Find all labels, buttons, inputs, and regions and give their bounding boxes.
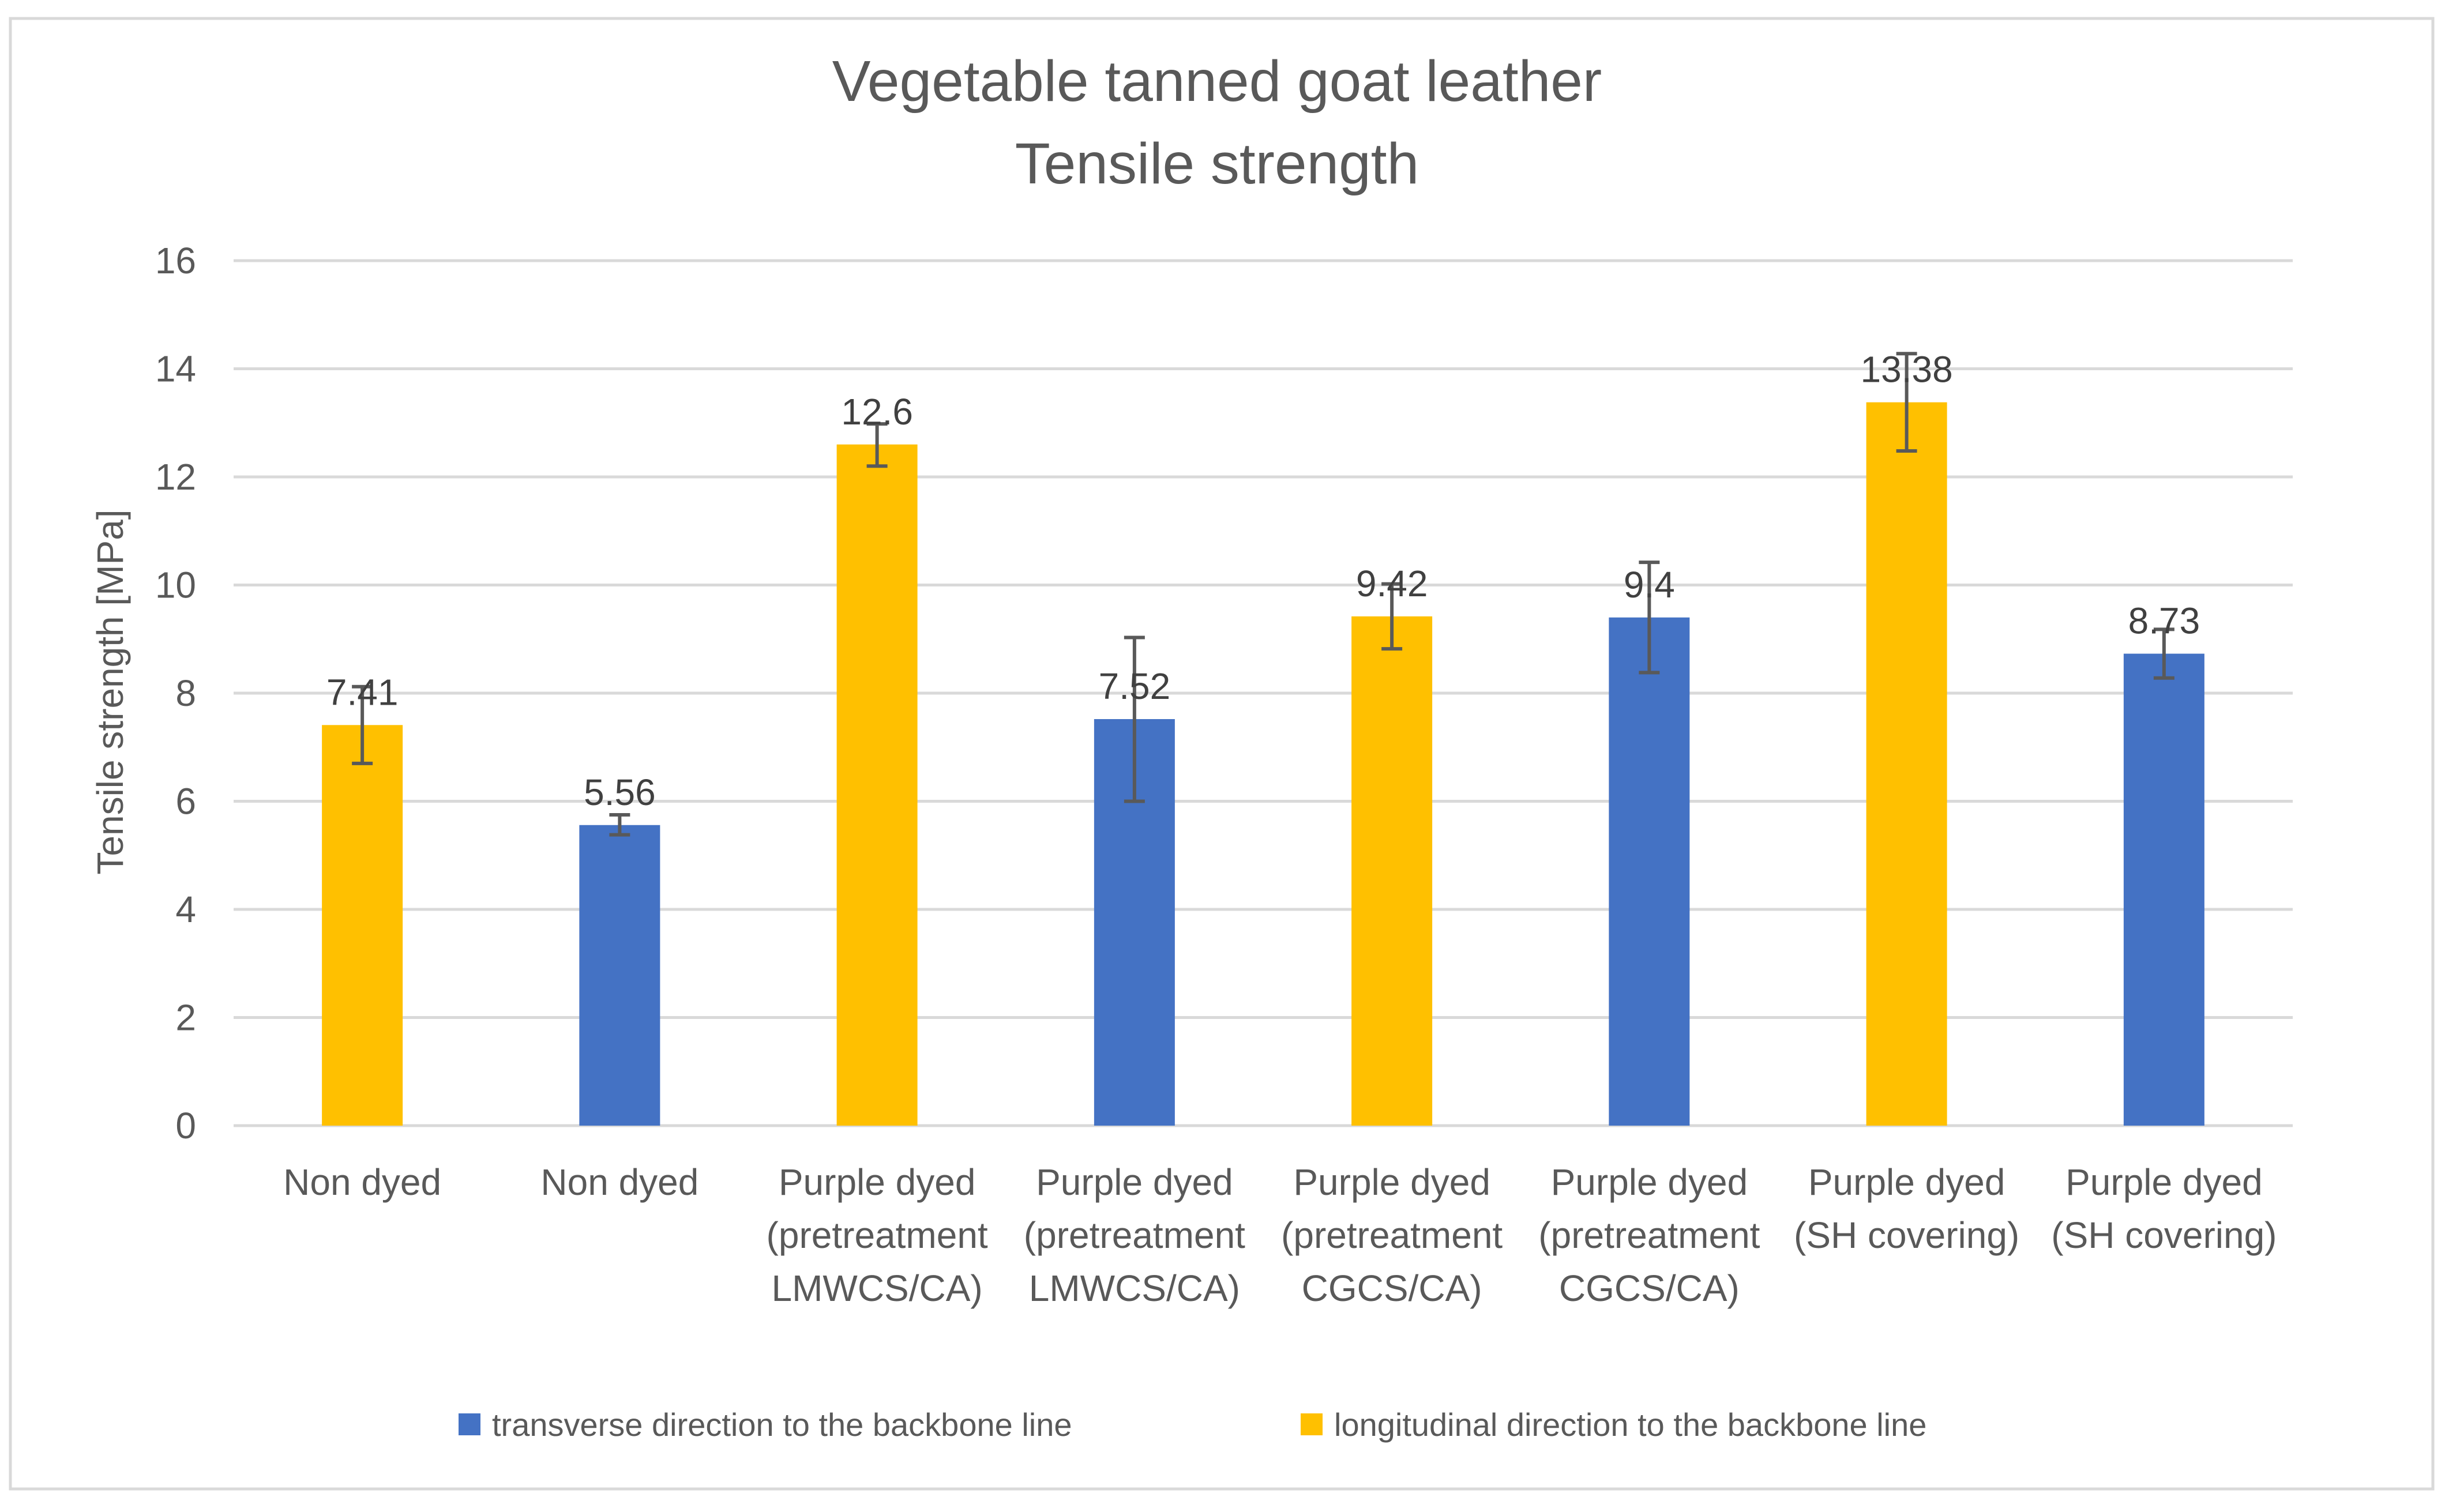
x-tick-label-line: (pretreatment	[1024, 1214, 1245, 1256]
x-tick-label-line: Purple dyed	[779, 1161, 976, 1203]
x-tick-label: Purple dyed (pretreatment CGCS/CA)	[1538, 1161, 1760, 1309]
data-label: 9.4	[1624, 564, 1675, 605]
gridlines	[234, 259, 2293, 1127]
chart-subtitle: Tensile strength	[1015, 131, 1419, 196]
y-tick-label: 14	[155, 348, 196, 390]
x-tick-label-line: LMWCS/CA)	[772, 1267, 983, 1309]
bar	[836, 444, 918, 1126]
y-tick-label: 2	[175, 997, 196, 1039]
x-tick-label-line: Purple dyed	[1036, 1161, 1233, 1203]
y-axis-ticks: 0 2 4 6 8 10 12 14 16	[155, 240, 196, 1146]
legend-label: longitudinal direction to the backbone l…	[1334, 1406, 1926, 1443]
data-label: 8.73	[2128, 600, 2200, 642]
y-tick-label: 8	[175, 672, 196, 714]
bar	[2123, 653, 2204, 1126]
legend-swatch	[459, 1413, 480, 1435]
x-tick-label-line: Non dyed	[283, 1161, 441, 1203]
data-label: 13.38	[1861, 349, 1953, 390]
legend: transverse direction to the backbone lin…	[459, 1406, 1926, 1443]
x-tick-label-line: Non dyed	[540, 1161, 698, 1203]
x-tick-label: Purple dyed (pretreatment LMWCS/CA)	[767, 1161, 988, 1309]
x-tick-label-line: CGCS/CA)	[1559, 1267, 1740, 1309]
y-tick-label: 4	[175, 889, 196, 930]
legend-item-transverse: transverse direction to the backbone lin…	[459, 1406, 1072, 1443]
bar	[1866, 402, 1947, 1126]
error-bars	[352, 352, 2174, 837]
x-tick-label-line: (SH covering)	[2051, 1214, 2277, 1256]
bar	[579, 825, 660, 1126]
x-tick-label-line: (pretreatment	[767, 1214, 988, 1256]
y-tick-label: 16	[155, 240, 196, 281]
x-tick-label-line: LMWCS/CA)	[1029, 1267, 1240, 1309]
legend-swatch	[1301, 1413, 1323, 1435]
y-tick-label: 0	[175, 1105, 196, 1146]
data-label: 7.41	[326, 671, 399, 713]
x-tick-label-line: CGCS/CA)	[1302, 1267, 1482, 1309]
x-tick-label-line: (SH covering)	[1794, 1214, 2019, 1256]
legend-item-longitudinal: longitudinal direction to the backbone l…	[1301, 1406, 1926, 1443]
y-tick-label: 12	[155, 456, 196, 498]
x-tick-label-line: Purple dyed	[2065, 1161, 2263, 1203]
x-tick-label: Purple dyed (SH covering)	[2051, 1161, 2277, 1256]
x-tick-label: Non dyed	[283, 1161, 441, 1203]
data-label: 9.42	[1356, 563, 1428, 604]
data-label: 5.56	[584, 772, 656, 813]
x-tick-label-line: (pretreatment	[1281, 1214, 1503, 1256]
bar	[322, 725, 403, 1126]
x-tick-label-line: Purple dyed	[1551, 1161, 1748, 1203]
chart-border	[9, 17, 2435, 1491]
x-tick-label-line: Purple dyed	[1808, 1161, 2005, 1203]
x-tick-label-line: (pretreatment	[1538, 1214, 1760, 1256]
data-label: 12.6	[841, 391, 913, 432]
bar	[1609, 617, 1690, 1126]
y-axis-label: Tensile strength [MPa]	[89, 509, 131, 874]
x-tick-label: Purple dyed (pretreatment LMWCS/CA)	[1024, 1161, 1245, 1309]
bar	[1351, 616, 1433, 1126]
y-tick-label: 6	[175, 781, 196, 822]
y-tick-label: 10	[155, 565, 196, 606]
x-axis-categories: Non dyed Non dyed Purple dyed (pretreatment…	[283, 1161, 2277, 1309]
x-tick-label: Purple dyed (pretreatment CGCS/CA)	[1281, 1161, 1503, 1309]
data-labels: 7.41 5.56 12.6 7.52 9.42 9.4 13.38 8.73	[326, 349, 2200, 813]
legend-label: transverse direction to the backbone lin…	[492, 1406, 1072, 1443]
x-tick-label: Purple dyed (SH covering)	[1794, 1161, 2019, 1256]
x-tick-label-line: Purple dyed	[1293, 1161, 1490, 1203]
chart-title: Vegetable tanned goat leather	[832, 49, 1602, 114]
x-tick-label: Non dyed	[540, 1161, 698, 1203]
data-label: 7.52	[1099, 665, 1171, 707]
